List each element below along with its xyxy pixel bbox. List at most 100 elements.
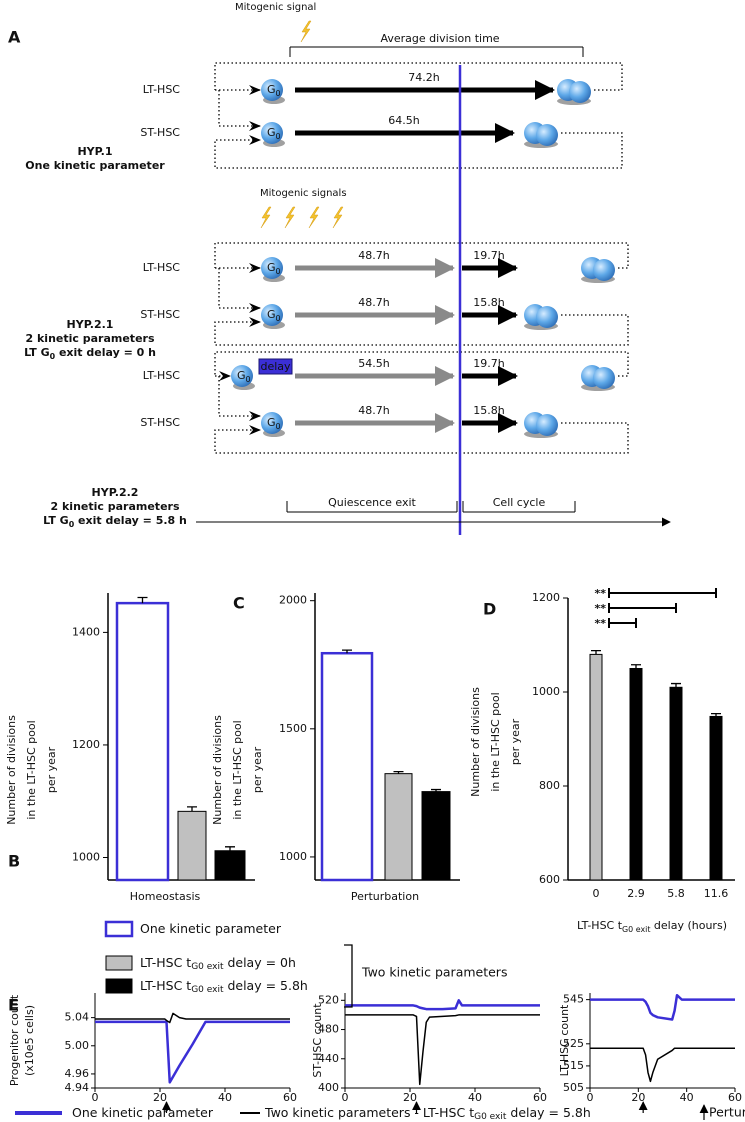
subscript: 0 bbox=[276, 422, 281, 431]
text-part: delay = 0h bbox=[223, 955, 295, 970]
significance-label: ** bbox=[594, 602, 606, 615]
x-tick-label: 5.8 bbox=[667, 887, 685, 900]
duration-label: 48.7h bbox=[358, 249, 389, 262]
cell-label: G0 bbox=[267, 416, 281, 431]
x-tick-label: 40 bbox=[468, 1091, 482, 1104]
legend-label: One kinetic parameter bbox=[140, 921, 282, 936]
y-tick-label: 400 bbox=[318, 1081, 339, 1094]
x-tick-label: 60 bbox=[728, 1091, 742, 1104]
dotted-arrow bbox=[214, 314, 629, 346]
cell bbox=[593, 367, 615, 389]
text-part: G bbox=[267, 83, 276, 96]
y-axis-label: Progenitor count bbox=[8, 994, 21, 1086]
y-tick-label: 520 bbox=[318, 993, 339, 1006]
x-tick-label: 11.6 bbox=[704, 887, 729, 900]
x-tick-label: 20 bbox=[403, 1091, 417, 1104]
series-line bbox=[590, 993, 735, 1021]
duration-label: 15.8h bbox=[473, 404, 504, 417]
hypothesis-title: 2 kinetic parameters bbox=[26, 332, 155, 345]
error-bar bbox=[671, 682, 681, 688]
y-tick-label: 1000 bbox=[72, 850, 100, 863]
text-part: LT G bbox=[24, 346, 50, 359]
subscript: 0 bbox=[276, 89, 281, 98]
y-tick-label: 1000 bbox=[532, 685, 560, 698]
panel-label: C bbox=[233, 594, 245, 613]
x-axis-label: Perturbation bbox=[351, 890, 419, 903]
row-label: ST-HSC bbox=[140, 126, 180, 139]
subscript: 0 bbox=[276, 267, 281, 276]
text-part: delay = 5.8h bbox=[506, 1105, 590, 1120]
lightning bbox=[300, 20, 312, 43]
y-tick-label: 5.00 bbox=[65, 1039, 90, 1052]
hypothesis-condition: LT G0 exit delay = 5.8 h bbox=[43, 514, 187, 529]
y-tick-label: 1000 bbox=[279, 850, 307, 863]
error-bar bbox=[431, 788, 441, 792]
x-tick-label: 2.9 bbox=[627, 887, 645, 900]
hypothesis-title: HYP.1 bbox=[77, 145, 112, 158]
x-axis-label: Homeostasis bbox=[130, 890, 201, 903]
text-part: One kinetic parameter bbox=[72, 1105, 214, 1120]
cell bbox=[261, 304, 283, 326]
subscript: G0 exit bbox=[622, 925, 650, 934]
y-axis-label: in the LT-HSC pool bbox=[231, 720, 244, 819]
subscript: 0 bbox=[50, 352, 56, 361]
error-bar bbox=[342, 649, 352, 654]
hypothesis-title: HYP.2.1 bbox=[67, 318, 114, 331]
y-axis-label: Number of divisions bbox=[5, 715, 18, 825]
error-bar bbox=[187, 806, 197, 812]
y-axis-label: Number of divisions bbox=[211, 715, 224, 825]
subscript: G0 exit bbox=[191, 985, 224, 995]
panel-label: A bbox=[8, 28, 21, 47]
error-bar bbox=[393, 770, 404, 774]
y-axis-label: Number of divisions bbox=[469, 687, 482, 797]
subscript: G0 exit bbox=[474, 1112, 507, 1122]
row-label: LT-HSC bbox=[143, 261, 181, 274]
span-label: Average division time bbox=[380, 32, 499, 45]
duration-label: 15.8h bbox=[473, 296, 504, 309]
y-tick-label: 5.04 bbox=[65, 1011, 90, 1024]
text-part: delay (hours) bbox=[650, 919, 727, 932]
row-label: ST-HSC bbox=[140, 308, 180, 321]
hypothesis-title: One kinetic parameter bbox=[25, 159, 165, 172]
bar bbox=[320, 651, 374, 882]
cell-label: G0 bbox=[237, 369, 251, 384]
cell bbox=[261, 412, 283, 434]
dotted-arrow bbox=[214, 422, 629, 454]
hypothesis-condition: LT G0 exit delay = 0 h bbox=[24, 346, 156, 361]
lightning bbox=[308, 206, 320, 229]
lightning bbox=[260, 206, 272, 229]
dotted-path bbox=[214, 242, 629, 269]
panel-label: E bbox=[8, 996, 19, 1015]
duration-label: 64.5h bbox=[388, 114, 419, 127]
error-bar bbox=[225, 846, 235, 851]
dotted-arrow bbox=[218, 90, 261, 131]
y-axis-label: per year bbox=[251, 746, 264, 793]
y-axis-label: in the LT-HSC pool bbox=[25, 720, 38, 819]
cell-label: G0 bbox=[267, 126, 281, 141]
row-label: ST-HSC bbox=[140, 416, 180, 429]
x-tick-label: 60 bbox=[283, 1091, 297, 1104]
legend-label: Perturbation bbox=[709, 1105, 745, 1120]
duration-label: 74.2h bbox=[408, 71, 439, 84]
legend-bracket bbox=[344, 944, 353, 1008]
series-line bbox=[95, 1012, 290, 1024]
text-part: LT G bbox=[43, 514, 69, 527]
y-tick-label: 1200 bbox=[72, 738, 100, 751]
legend-label: LT-HSC tG0 exit delay = 0h bbox=[140, 955, 296, 972]
text-part: G bbox=[267, 416, 276, 429]
x-axis-label: LT-HSC tG0 exit delay (hours) bbox=[577, 919, 727, 934]
duration-label: 54.5h bbox=[358, 357, 389, 370]
error-bar bbox=[137, 596, 148, 604]
y-tick-label: 440 bbox=[318, 1052, 339, 1065]
text-part: exit delay = 0 h bbox=[55, 346, 156, 359]
cell bbox=[261, 257, 283, 279]
y-tick-label: 525 bbox=[563, 1037, 584, 1050]
delay-label: delay bbox=[260, 360, 291, 373]
y-axis-label: ST-HSC count bbox=[311, 1003, 324, 1078]
cell bbox=[261, 79, 283, 101]
y-tick-label: 505 bbox=[563, 1081, 584, 1094]
cell bbox=[231, 365, 253, 387]
series-line bbox=[95, 1020, 290, 1084]
series-line bbox=[590, 1047, 735, 1083]
row-label: LT-HSC bbox=[143, 83, 181, 96]
